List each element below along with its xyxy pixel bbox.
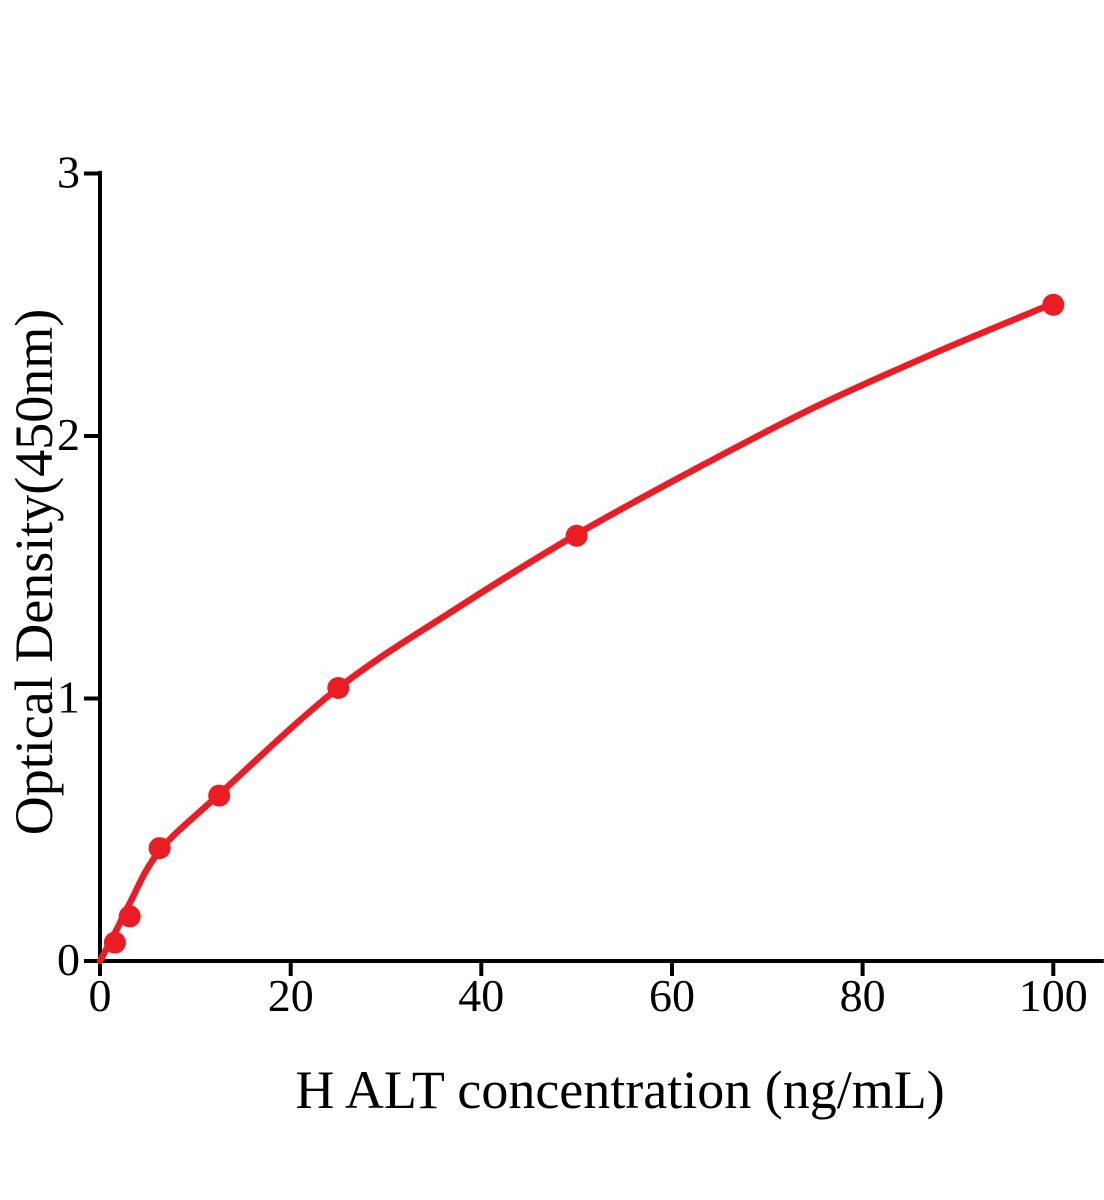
- x-tick-label: 60: [649, 970, 695, 1021]
- data-point-marker: [208, 784, 231, 807]
- data-point-marker: [1042, 293, 1065, 316]
- x-tick-label: 20: [268, 970, 314, 1021]
- data-point-marker: [327, 677, 350, 699]
- data-point-marker: [103, 931, 126, 954]
- x-tick-label: 100: [1019, 970, 1088, 1021]
- y-axis-title: Optical Density(450nm): [4, 309, 64, 835]
- y-tick-label: 2: [57, 409, 80, 460]
- x-axis-title: H ALT concentration (ng/mL): [295, 1060, 944, 1120]
- series-layer: [96, 293, 1065, 965]
- y-tick-label: 3: [57, 147, 80, 198]
- data-point-marker: [565, 524, 588, 547]
- fit-curve: [96, 300, 1057, 965]
- data-point-marker: [148, 837, 171, 860]
- y-tick-label: 1: [57, 672, 80, 723]
- x-tick-label: 40: [458, 970, 504, 1021]
- axis-spines: [98, 170, 1104, 963]
- x-tick-label: 0: [89, 970, 112, 1021]
- data-point-marker: [118, 905, 141, 928]
- y-tick-label: 0: [57, 934, 80, 985]
- tick-labels-layer: 0 20 40 60 80 100 0 1 2 3: [57, 147, 1088, 1022]
- axes-layer: [84, 170, 1104, 976]
- x-tick-label: 80: [840, 970, 886, 1021]
